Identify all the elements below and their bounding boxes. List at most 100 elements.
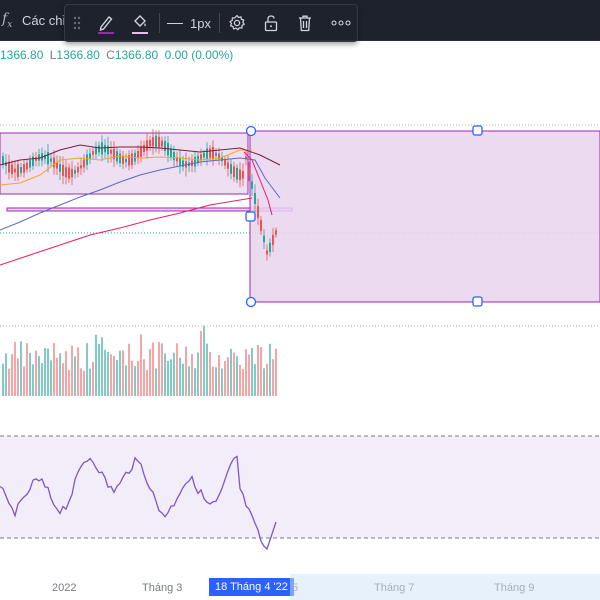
volume-bar (170, 359, 172, 396)
rsi-line (0, 455, 277, 551)
selection-handles[interactable] (245, 125, 483, 308)
volume-bar (191, 353, 193, 396)
candle-body (5, 162, 7, 166)
ohlc-close-value: 1366.80 (114, 48, 159, 62)
candle-body (26, 162, 28, 170)
volume-bar (32, 364, 34, 396)
volume-bar (20, 341, 22, 396)
volume-bar (221, 368, 223, 396)
volume-bar (26, 343, 28, 396)
volume-bar (110, 354, 112, 396)
ma-orange-line (0, 149, 252, 186)
candle-body (221, 157, 223, 162)
volume-bar (272, 359, 274, 396)
candle-body (194, 156, 196, 167)
volume-bar (62, 363, 64, 396)
drag-handle-icon[interactable] (69, 5, 85, 41)
candle-body (230, 164, 232, 174)
volume-bar (215, 367, 217, 396)
volume-bar (95, 334, 97, 396)
candle-body (254, 193, 256, 204)
candle-body (209, 148, 211, 158)
volume-bar (38, 356, 40, 396)
candle-body (197, 155, 199, 164)
fill-color-button[interactable] (125, 5, 155, 41)
delete-button[interactable] (291, 5, 319, 41)
line-width-label: 1px (190, 15, 211, 31)
candle-body (59, 164, 61, 172)
header-border (0, 40, 600, 41)
handle-bottom-center[interactable] (472, 296, 483, 307)
candle-body (95, 146, 97, 155)
gear-icon (229, 14, 245, 31)
volume-bar (17, 358, 19, 396)
line-color-button[interactable] (91, 5, 121, 41)
ma-pink-trend-line (243, 151, 273, 216)
candle-body (269, 242, 271, 253)
candle-body (20, 167, 22, 173)
candle-body (41, 153, 43, 161)
volume-bar (266, 363, 268, 396)
handle-left-center[interactable] (245, 211, 256, 222)
candle-body (191, 160, 193, 166)
candle-body (236, 167, 238, 180)
candle-body (8, 161, 10, 173)
volume-bar (188, 366, 190, 396)
candle-body (2, 156, 4, 165)
volume-bar (230, 348, 232, 396)
volume-bar (182, 363, 184, 396)
support-rectangle[interactable] (6, 207, 293, 212)
settings-button[interactable] (223, 5, 251, 41)
time-axis[interactable]: 2022 Tháng 3 18 Tháng 4 '22 5 Tháng 7 Th… (0, 574, 600, 600)
lock-button[interactable] (257, 5, 285, 41)
volume-bar (155, 368, 157, 396)
candle-body (11, 164, 13, 175)
volume-bar (173, 352, 175, 396)
indicators-icon[interactable]: fx (2, 11, 13, 30)
candle-body (149, 140, 151, 147)
candle-body (218, 153, 220, 160)
volume-bar (245, 349, 247, 396)
volume-bar (236, 356, 238, 396)
candle-body (89, 153, 91, 159)
candle-body (56, 161, 58, 169)
candle-body (245, 156, 247, 160)
candle-body (275, 230, 277, 235)
indicators-label[interactable]: Các chỉ (22, 13, 66, 28)
more-button[interactable] (327, 5, 355, 41)
handle-top-center[interactable] (472, 125, 483, 136)
ma-dark-line (0, 144, 281, 166)
candle-body (113, 148, 115, 160)
volume-bar (254, 364, 256, 396)
price-chart[interactable] (0, 0, 600, 574)
volume-bar (113, 355, 115, 396)
handle-bottom-left[interactable] (245, 296, 257, 308)
volume-bar (239, 364, 241, 396)
trash-icon (299, 15, 311, 32)
candle-body (62, 164, 64, 176)
volume-bar (53, 342, 55, 396)
candle-body (158, 136, 160, 148)
unlock-icon (264, 15, 278, 32)
candle-body (107, 145, 109, 155)
line-width-button[interactable]: 1px (165, 5, 213, 41)
consolidation-rectangle[interactable] (0, 132, 249, 195)
volume-bar (161, 343, 163, 396)
volume-bar (224, 361, 226, 396)
volume-bar (269, 343, 271, 396)
candle-body (134, 152, 136, 162)
candle-body (185, 161, 187, 168)
volume-bar (107, 351, 109, 396)
handle-top-left[interactable] (245, 125, 257, 137)
volume-bar (77, 347, 79, 396)
paint-bucket-icon (132, 15, 148, 34)
volume-bar (125, 365, 127, 396)
candle-body (53, 157, 55, 168)
candle-body (77, 167, 79, 173)
volume-bar (131, 360, 133, 396)
selected-rectangle[interactable] (249, 130, 600, 303)
rsi-band (0, 436, 600, 538)
volume-bar (11, 354, 13, 396)
volume-bar (83, 370, 85, 396)
volume-bar (248, 354, 250, 396)
